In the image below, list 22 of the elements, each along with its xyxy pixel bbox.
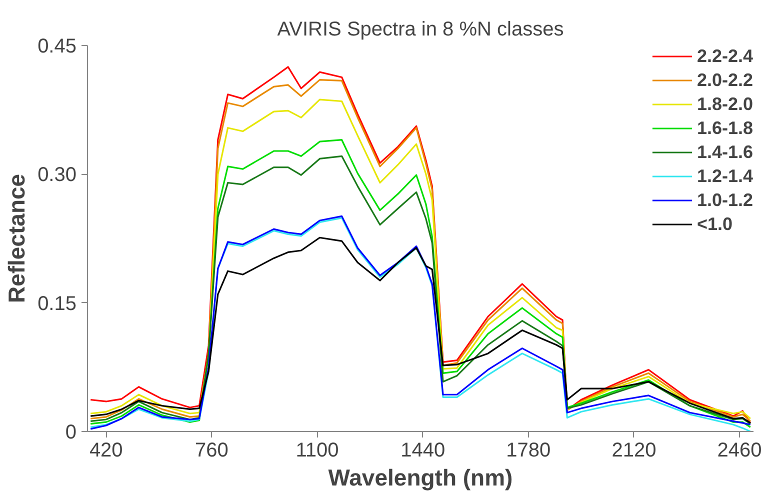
chart-title: AVIRIS Spectra in 8 %N classes xyxy=(277,18,564,40)
y-tick-label: 0.45 xyxy=(38,36,77,58)
legend-label: 1.2-1.4 xyxy=(696,165,753,187)
legend-label: <1.0 xyxy=(696,213,732,235)
y-tick-label: 0 xyxy=(65,422,76,444)
x-tick-label: 760 xyxy=(195,440,228,462)
legend-label: 2.0-2.2 xyxy=(696,69,753,91)
x-tick-label: 1440 xyxy=(400,440,446,462)
legend-label: 1.8-2.0 xyxy=(696,93,753,115)
legend-label: 1.6-1.8 xyxy=(696,117,753,139)
x-tick-label: 2460 xyxy=(717,440,762,462)
x-tick-label: 2120 xyxy=(612,440,656,462)
legend-label: 1.0-1.2 xyxy=(696,189,753,211)
x-tick-label: 420 xyxy=(89,440,123,462)
x-tick-label: 1100 xyxy=(296,440,339,462)
x-tick-label: 1780 xyxy=(506,440,551,462)
x-axis-title: Wavelength (nm) xyxy=(328,464,513,490)
y-axis-title: Reflectance xyxy=(4,174,30,304)
y-tick-label: 0.15 xyxy=(38,292,77,315)
legend-label: 1.4-1.6 xyxy=(696,141,753,163)
y-tick-label: 0.30 xyxy=(38,164,77,186)
legend-label: 2.2-2.4 xyxy=(696,45,753,67)
